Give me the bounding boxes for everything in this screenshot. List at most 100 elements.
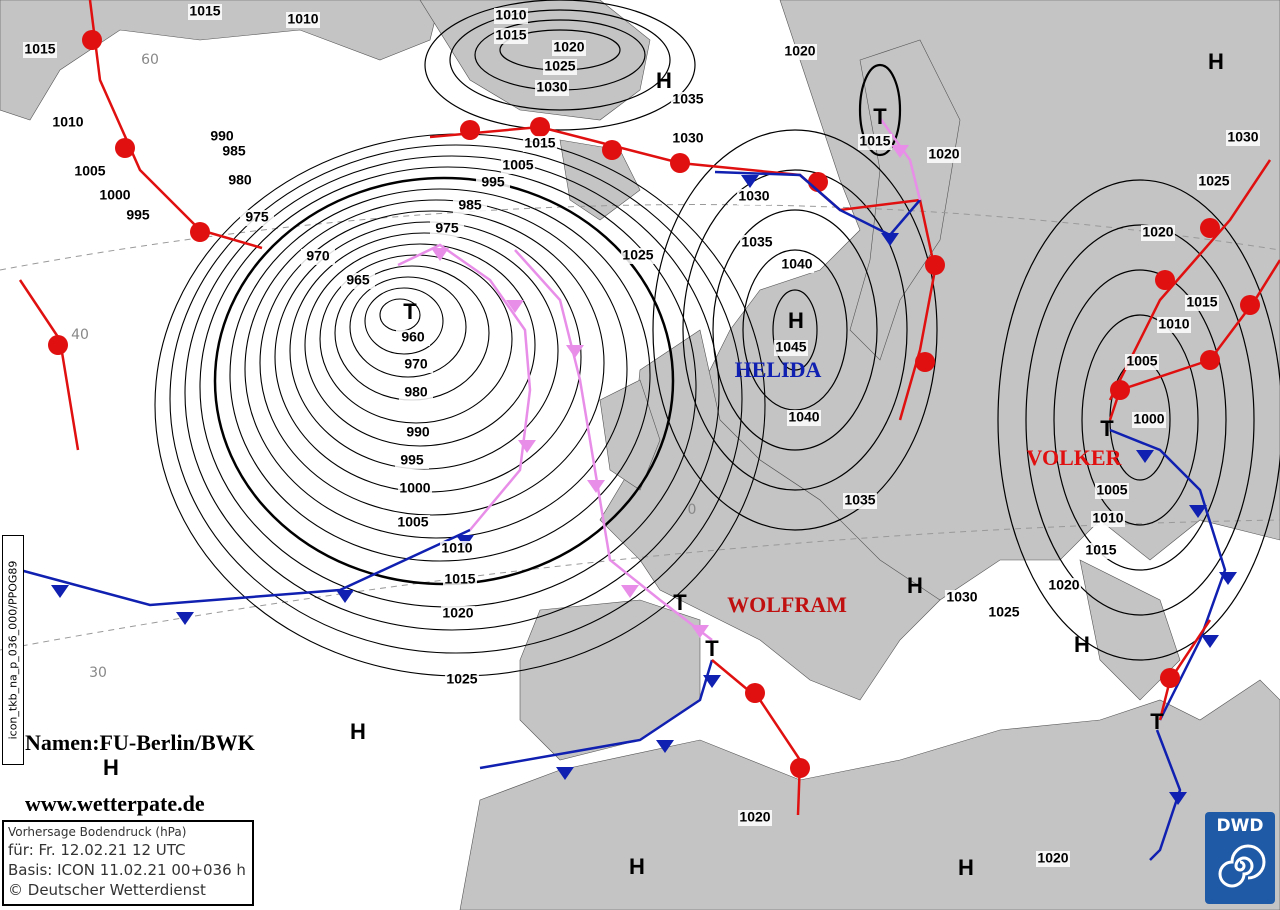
- isobar-label-bg: [399, 357, 433, 373]
- isobar: [184, 155, 720, 631]
- isobar-label: 1040: [781, 256, 812, 272]
- isobar-label: 970: [404, 356, 428, 372]
- front-line: [19, 528, 471, 607]
- isobar: [169, 144, 743, 654]
- isobar-label-bg: [1226, 130, 1260, 146]
- isobar: [229, 188, 651, 562]
- pressure-system-name: VOLKER: [1027, 445, 1123, 470]
- isobar-label-bg: [535, 80, 569, 96]
- isobar-label-bg: [987, 605, 1021, 621]
- isobar-label-bg: [1185, 295, 1219, 311]
- isobar-label: 965: [346, 272, 370, 288]
- warm-front-symbol: [1200, 350, 1220, 370]
- front-line: [18, 279, 80, 451]
- low-pressure-center: T: [403, 299, 417, 324]
- isobar-label-bg: [927, 147, 961, 163]
- isobar-label-bg: [1047, 578, 1081, 594]
- isobar-label: 1000: [99, 187, 130, 203]
- high-pressure-center: H: [958, 855, 974, 880]
- isobar-label-bg: [443, 572, 477, 588]
- latitude-label: 30: [89, 665, 107, 681]
- isobar-label: 995: [481, 174, 505, 190]
- latitude-label: 40: [71, 327, 89, 343]
- cold-front-symbol: [431, 248, 449, 261]
- front-line: [1108, 159, 1272, 401]
- isobar-label: 1045: [775, 339, 806, 355]
- isobar-label: 1025: [1198, 173, 1229, 189]
- isobar-label-bg: [543, 59, 577, 75]
- map-labels: 1015 101010151010100510009959909859809759…: [23, 3, 1260, 880]
- isobar-label-bg: [445, 672, 479, 688]
- isobar-label: 1005: [502, 157, 533, 173]
- isobar-label-bg: [552, 40, 586, 56]
- isobar: [1081, 314, 1199, 526]
- isobar-label: 990: [406, 424, 430, 440]
- isobar-label-bg: [121, 208, 155, 224]
- isobar-label-bg: [286, 12, 320, 28]
- isobar-label-bg: [945, 590, 979, 606]
- cold-front-symbol: [566, 345, 584, 358]
- isobar-label: 1030: [536, 79, 567, 95]
- isobar-label-bg: [223, 173, 257, 189]
- isobar-label: 995: [400, 452, 424, 468]
- isobar-label-bg: [1095, 483, 1129, 499]
- isobar-label: 1010: [1092, 510, 1123, 526]
- front-line: [479, 659, 714, 770]
- isobar-label: 1020: [739, 809, 770, 825]
- high-pressure-center: H: [103, 755, 119, 780]
- isobar-label-bg: [98, 188, 132, 204]
- isobar-label-bg: [738, 810, 772, 826]
- low-pressure-center: T: [873, 104, 887, 129]
- isobar-label: 1035: [741, 234, 772, 250]
- isobar-label: 1010: [287, 11, 318, 27]
- front-line: [397, 243, 532, 531]
- isobar-label-bg: [401, 425, 435, 441]
- cold-front-symbol: [1189, 505, 1207, 518]
- info-valid-time: für: Fr. 12.02.21 12 UTC: [8, 841, 186, 859]
- high-pressure-center: H: [350, 719, 366, 744]
- latitude-label: 60: [141, 52, 159, 68]
- land-area: [1079, 559, 1181, 701]
- cold-front-symbol: [656, 740, 674, 753]
- front-line: [88, 0, 263, 250]
- isobar: [424, 0, 696, 131]
- cold-front-symbol: [556, 767, 574, 780]
- fronts: [18, 0, 1280, 861]
- warm-front-symbol: [1160, 668, 1180, 688]
- isobar-label-bg: [430, 221, 464, 237]
- isobar-label-bg: [671, 131, 705, 147]
- front-line: [514, 249, 713, 641]
- isobar-label-bg: [523, 136, 557, 152]
- isobar-label: 980: [404, 384, 428, 400]
- isobar-label-bg: [1091, 511, 1125, 527]
- warm-front-symbol: [670, 153, 690, 173]
- cold-front-symbol: [741, 175, 759, 188]
- isobar-label: 1010: [495, 7, 526, 23]
- isobar-label-bg: [1197, 174, 1231, 190]
- land-area: [599, 379, 661, 491]
- pressure-system-name: HELIDA: [735, 357, 822, 382]
- warm-front-symbol: [1155, 270, 1175, 290]
- isobar: [997, 179, 1280, 661]
- pressure-system-name: WOLFRAM: [727, 592, 847, 617]
- isobar-label-bg: [441, 606, 475, 622]
- isobar-label: 1015: [524, 135, 555, 151]
- isobar-label-bg: [453, 198, 487, 214]
- warm-front-symbol: [1200, 218, 1220, 238]
- isobar-label-bg: [1125, 354, 1159, 370]
- front-line: [711, 659, 802, 816]
- isobar-label: 985: [222, 143, 246, 159]
- low-pressure-center: T: [1150, 709, 1164, 734]
- warm-front-symbol: [115, 138, 135, 158]
- isobar-label-bg: [217, 144, 251, 160]
- isobar-label: 960: [401, 329, 425, 345]
- latitude-label: 0: [688, 502, 697, 518]
- isobar-label: 1030: [1227, 129, 1258, 145]
- isobar-label-bg: [780, 257, 814, 273]
- isobar-label-bg: [440, 541, 474, 557]
- isobar-label: 1005: [397, 514, 428, 530]
- isobar-label-bg: [1157, 317, 1191, 333]
- warm-front-symbol: [925, 255, 945, 275]
- high-pressure-center: H: [1074, 632, 1090, 657]
